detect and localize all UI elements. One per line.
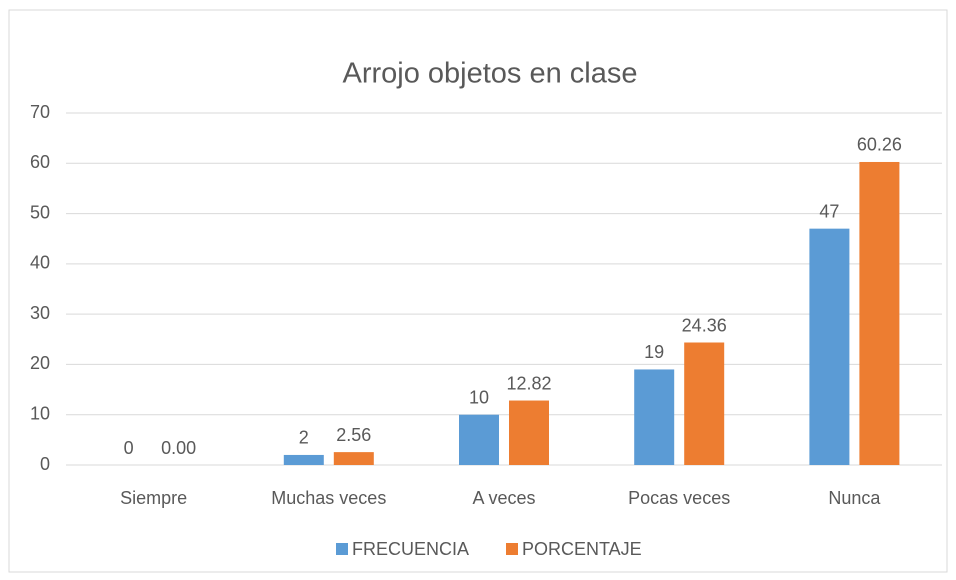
bar — [459, 414, 499, 465]
y-tick-label: 10 — [30, 403, 50, 423]
bar — [283, 454, 324, 465]
chart-border — [8, 9, 948, 573]
x-tick-label: A veces — [472, 488, 535, 508]
x-tick-label: Siempre — [120, 488, 187, 508]
data-label: 0.00 — [161, 438, 196, 458]
x-tick-label: Pocas veces — [628, 488, 730, 508]
y-tick-label: 40 — [30, 253, 50, 273]
bar — [684, 342, 725, 465]
bar — [634, 369, 675, 465]
data-label: 2 — [299, 428, 309, 448]
data-label: 0 — [124, 438, 134, 458]
bar — [333, 452, 374, 465]
data-label: 24.36 — [682, 315, 727, 335]
data-label: 47 — [819, 201, 839, 221]
legend-swatch — [336, 543, 348, 555]
x-tick-label: Nunca — [828, 488, 881, 508]
y-tick-label: 50 — [30, 202, 50, 222]
bar — [809, 228, 850, 465]
y-tick-label: 60 — [30, 152, 50, 172]
bar — [509, 400, 549, 465]
legend-swatch — [506, 543, 518, 555]
y-tick-label: 30 — [30, 303, 50, 323]
legend-label: FRECUENCIA — [352, 539, 469, 559]
data-label: 60.26 — [857, 135, 902, 155]
data-label: 12.82 — [506, 373, 551, 393]
legend-label: PORCENTAJE — [522, 539, 642, 559]
data-label: 2.56 — [336, 425, 371, 445]
data-label: 19 — [644, 342, 664, 362]
chart-title: Arrojo objetos en clase — [343, 58, 638, 90]
data-label: 10 — [469, 387, 489, 407]
y-tick-label: 70 — [30, 102, 50, 122]
y-tick-label: 0 — [40, 454, 50, 474]
bar — [859, 161, 900, 466]
x-tick-label: Muchas veces — [271, 488, 386, 508]
y-tick-label: 20 — [30, 353, 50, 373]
